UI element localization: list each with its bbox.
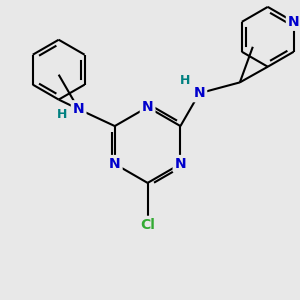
Text: N: N — [73, 102, 84, 116]
Text: N: N — [288, 15, 299, 29]
Text: N: N — [194, 86, 205, 100]
Text: H: H — [180, 74, 190, 87]
Text: Cl: Cl — [140, 218, 155, 232]
Text: N: N — [175, 157, 186, 171]
Text: N: N — [142, 100, 153, 114]
Text: H: H — [56, 108, 67, 121]
Text: N: N — [109, 157, 121, 171]
